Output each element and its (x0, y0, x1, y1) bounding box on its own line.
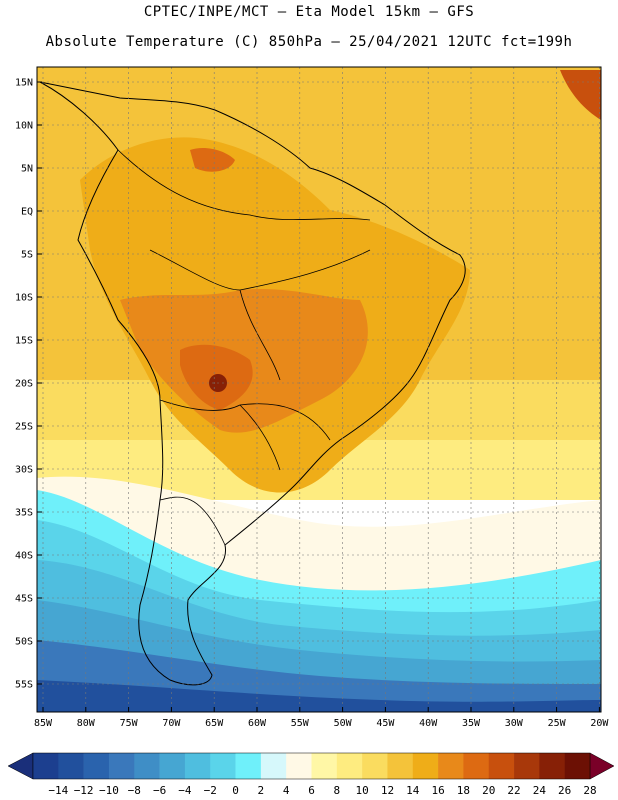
lon-label: 50W (334, 718, 353, 729)
colorbar-swatch (564, 753, 591, 779)
colorbar-label: 8 (334, 784, 341, 797)
lat-label: 40S (15, 551, 33, 562)
lon-label: 70W (162, 718, 181, 729)
lon-label: 75W (120, 718, 139, 729)
colorbar-label: 18 (457, 784, 470, 797)
lon-label: 80W (77, 718, 96, 729)
latitude-labels: 15N 10N 5N EQ 5S 10S 15S 20S 25S 30S 35S 40S 45S 50S 5… (15, 78, 33, 691)
colorbar-label: 6 (308, 784, 315, 797)
colorbar-label: 4 (283, 784, 290, 797)
colorbar-swatch (260, 753, 287, 779)
colorbar-swatch (336, 753, 363, 779)
lat-label: 50S (15, 637, 33, 648)
lat-label: 25S (15, 422, 33, 433)
map-frame (36, 66, 602, 713)
lon-label: 55W (291, 718, 310, 729)
lon-label: 60W (248, 718, 267, 729)
colorbar-swatch (134, 753, 160, 779)
lon-label: 65W (205, 718, 224, 729)
lat-label: 15S (15, 336, 33, 347)
lon-label: 30W (505, 718, 524, 729)
colorbar-swatch (438, 753, 464, 779)
colorbar-label: 22 (507, 784, 520, 797)
colorbar-swatch (33, 753, 59, 779)
lat-label: 35S (15, 508, 33, 519)
colorbar-swatch (539, 753, 565, 779)
colorbar-swatch (463, 753, 490, 779)
colorbar-swatch (108, 753, 135, 779)
colorbar-swatch (387, 753, 414, 779)
colorbar-label: 28 (583, 784, 596, 797)
colorbar: −14 −12 −10 −8 −6 −4 −2 0 2 4 6 8 10 12 14 16 18 20 22 24 26… (7, 752, 615, 797)
colorbar-label: 2 (258, 784, 265, 797)
colorbar-label: 14 (406, 784, 420, 797)
lon-label: 85W (34, 718, 53, 729)
colorbar-swatch (488, 753, 515, 779)
lon-label: 40W (419, 718, 438, 729)
map-subtitle: Absolute Temperature (C) 850hPa – 25/04/… (45, 34, 573, 50)
colorbar-swatch (235, 753, 262, 779)
colorbar-swatch (286, 753, 312, 779)
lon-label: 25W (548, 718, 567, 729)
temperature-field (37, 67, 601, 712)
colorbar-swatch (159, 753, 186, 779)
colorbar-swatch (412, 753, 439, 779)
lat-label: 45S (15, 594, 33, 605)
colorbar-label: −14 (48, 784, 68, 797)
colorbar-swatch (514, 753, 540, 779)
colorbar-label: −4 (178, 784, 192, 797)
lon-label: 20W (590, 718, 609, 729)
colorbar-label: −6 (153, 784, 166, 797)
lat-label: 15N (15, 78, 33, 89)
colorbar-swatch (210, 753, 236, 779)
lat-label: 5N (21, 164, 33, 175)
lat-label: 5S (21, 250, 33, 261)
colorbar-swatch (83, 753, 110, 779)
colorbar-swatch (311, 753, 338, 779)
lat-label: 10N (15, 121, 33, 132)
colorbar-label: 0 (232, 784, 239, 797)
colorbar-frame (32, 752, 591, 780)
lat-label: 55S (15, 680, 33, 691)
map-title: CPTEC/INPE/MCT – Eta Model 15km – GFS (143, 4, 475, 20)
colorbar-swatch (58, 753, 84, 779)
colorbar-max-arrow (589, 752, 615, 780)
colorbar-label: 10 (356, 784, 369, 797)
colorbar-min-arrow (7, 752, 34, 780)
colorbar-label: 12 (381, 784, 394, 797)
colorbar-label: −8 (128, 784, 141, 797)
colorbar-label: 26 (558, 784, 571, 797)
colorbar-label: 24 (533, 784, 547, 797)
colorbar-swatch (184, 753, 211, 779)
colorbar-label: −12 (74, 784, 94, 797)
lon-label: 45W (376, 718, 395, 729)
colorbar-swatch (362, 753, 388, 779)
colorbar-label: 16 (431, 784, 444, 797)
graticule (37, 67, 601, 712)
longitude-labels: 85W 80W 75W 70W 65W 60W 55W 50W 45W 40W 35W 30W 25W 2… (34, 718, 609, 729)
colorbar-label: −10 (99, 784, 119, 797)
lat-label: EQ (21, 207, 33, 218)
lat-label: 10S (15, 293, 33, 304)
lon-label: 35W (462, 718, 481, 729)
lat-label: 30S (15, 465, 33, 476)
colorbar-label: 20 (482, 784, 495, 797)
colorbar-label: −2 (204, 784, 217, 797)
lat-label: 20S (15, 379, 33, 390)
